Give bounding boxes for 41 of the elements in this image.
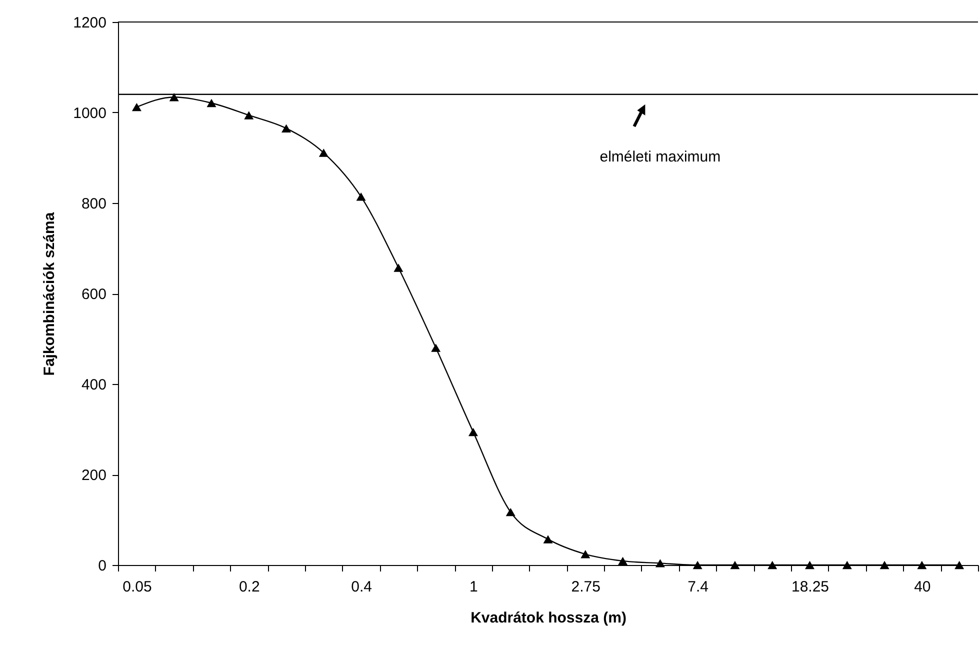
point — [730, 560, 740, 570]
y-tick-label: 1000 — [73, 105, 106, 122]
point — [543, 535, 553, 544]
point — [318, 148, 328, 157]
point — [169, 93, 179, 102]
ref-line-label: elméleti maximum — [600, 148, 721, 166]
point — [580, 550, 590, 558]
point — [282, 124, 292, 132]
point — [692, 560, 702, 570]
point — [842, 560, 852, 570]
point — [356, 192, 366, 201]
x-tick-label: 1 — [470, 578, 478, 596]
x-tick-label: 0.05 — [122, 578, 152, 596]
x-tick-label: 7.4 — [688, 578, 708, 596]
y-tick-label: 1200 — [73, 14, 106, 32]
point — [804, 560, 814, 570]
y-tick-label: 800 — [81, 196, 106, 212]
x-tick-label: 0.2 — [238, 578, 260, 596]
y-axis-title: Fajkombinációk száma — [41, 212, 58, 376]
point — [954, 560, 964, 570]
point — [244, 111, 254, 120]
point — [917, 560, 927, 570]
point — [655, 559, 665, 568]
point — [394, 264, 404, 272]
point — [468, 428, 478, 436]
x-tick-label: 2.75 — [571, 578, 600, 596]
y-tick-label: 600 — [81, 286, 106, 303]
point — [880, 560, 890, 570]
point — [206, 98, 216, 108]
y-tick-label: 400 — [81, 376, 106, 394]
x-tick-label: 40 — [914, 578, 931, 596]
x-tick-label: 0.4 — [351, 578, 372, 596]
point — [132, 102, 142, 112]
y-tick-label: 0 — [98, 558, 106, 574]
y-tick-label: 200 — [81, 467, 106, 484]
point — [506, 508, 516, 516]
point — [618, 556, 628, 566]
x-tick-label: 18.25 — [791, 578, 830, 596]
point — [768, 560, 778, 570]
x-axis-title: Kvadrátok hossza (m) — [470, 610, 626, 626]
point — [431, 344, 441, 352]
